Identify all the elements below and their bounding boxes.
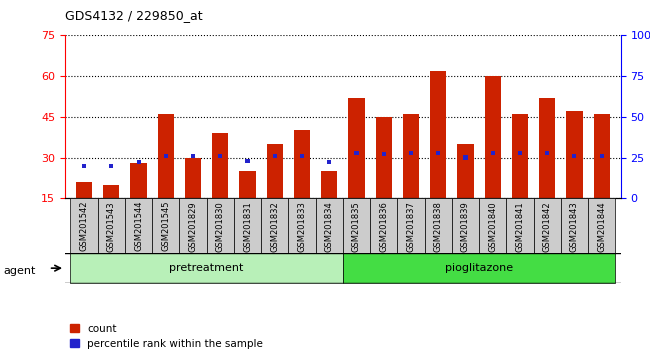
Bar (424, 198, 452, 253)
Bar (70, 253, 343, 283)
Bar (376, 117, 392, 198)
Bar (409, 150, 413, 155)
Bar (348, 98, 365, 198)
Text: GSM201835: GSM201835 (352, 201, 361, 252)
Text: GSM201837: GSM201837 (406, 201, 415, 252)
Text: GSM201838: GSM201838 (434, 201, 443, 252)
Text: GSM201542: GSM201542 (79, 201, 88, 251)
Text: GSM201844: GSM201844 (597, 201, 606, 252)
Bar (152, 198, 179, 253)
Bar (593, 114, 610, 198)
Bar (561, 198, 588, 253)
Bar (125, 198, 152, 253)
Bar (300, 154, 304, 158)
Bar (131, 163, 147, 198)
Bar (354, 150, 359, 155)
Text: GSM201545: GSM201545 (161, 201, 170, 251)
Bar (382, 152, 386, 156)
Bar (316, 198, 343, 253)
Bar (82, 164, 86, 168)
Bar (343, 198, 370, 253)
Bar (403, 114, 419, 198)
Bar (506, 198, 534, 253)
Bar (436, 150, 440, 155)
Bar (266, 144, 283, 198)
Bar (539, 98, 555, 198)
Bar (566, 112, 582, 198)
Text: GSM201833: GSM201833 (298, 201, 307, 252)
Bar (430, 71, 447, 198)
Bar (207, 198, 234, 253)
Text: GSM201832: GSM201832 (270, 201, 280, 252)
Bar (343, 253, 616, 283)
Bar (458, 144, 474, 198)
Text: GSM201839: GSM201839 (461, 201, 470, 252)
Bar (491, 150, 495, 155)
Text: GSM201830: GSM201830 (216, 201, 225, 252)
Bar (136, 160, 140, 165)
Bar (397, 198, 424, 253)
Text: GSM201829: GSM201829 (188, 201, 198, 252)
Bar (179, 198, 207, 253)
Bar (164, 154, 168, 158)
Bar (370, 198, 397, 253)
Bar (289, 198, 316, 253)
Text: GSM201840: GSM201840 (488, 201, 497, 252)
Bar (239, 171, 255, 198)
Bar (294, 130, 310, 198)
Text: agent: agent (3, 266, 36, 276)
Bar (321, 171, 337, 198)
Bar (545, 150, 549, 155)
Bar (452, 198, 479, 253)
Text: GSM201842: GSM201842 (543, 201, 552, 252)
Text: GDS4132 / 229850_at: GDS4132 / 229850_at (65, 9, 203, 22)
Text: GSM201831: GSM201831 (243, 201, 252, 252)
Bar (573, 154, 577, 158)
Bar (273, 154, 277, 158)
Bar (98, 198, 125, 253)
Legend: count, percentile rank within the sample: count, percentile rank within the sample (70, 324, 263, 349)
Bar (234, 198, 261, 253)
Bar (191, 154, 195, 158)
Text: pioglitazone: pioglitazone (445, 263, 513, 273)
Bar (484, 76, 501, 198)
Bar (185, 158, 202, 198)
Text: GSM201836: GSM201836 (379, 201, 388, 252)
Text: pretreatment: pretreatment (170, 263, 244, 273)
Bar (70, 198, 98, 253)
Bar (157, 114, 174, 198)
Bar (512, 114, 528, 198)
Bar (218, 154, 222, 158)
Text: GSM201543: GSM201543 (107, 201, 116, 252)
Text: GSM201834: GSM201834 (325, 201, 333, 252)
Text: GSM201841: GSM201841 (515, 201, 525, 252)
Bar (76, 182, 92, 198)
Bar (103, 185, 120, 198)
Bar (261, 198, 289, 253)
Bar (246, 159, 250, 163)
Bar (518, 150, 522, 155)
Bar (588, 198, 616, 253)
Bar (534, 198, 561, 253)
Bar (479, 198, 506, 253)
Bar (600, 154, 604, 158)
Bar (463, 155, 467, 160)
Text: GSM201843: GSM201843 (570, 201, 579, 252)
Bar (109, 164, 113, 168)
Bar (212, 133, 228, 198)
Text: GSM201544: GSM201544 (134, 201, 143, 251)
Bar (327, 160, 332, 165)
